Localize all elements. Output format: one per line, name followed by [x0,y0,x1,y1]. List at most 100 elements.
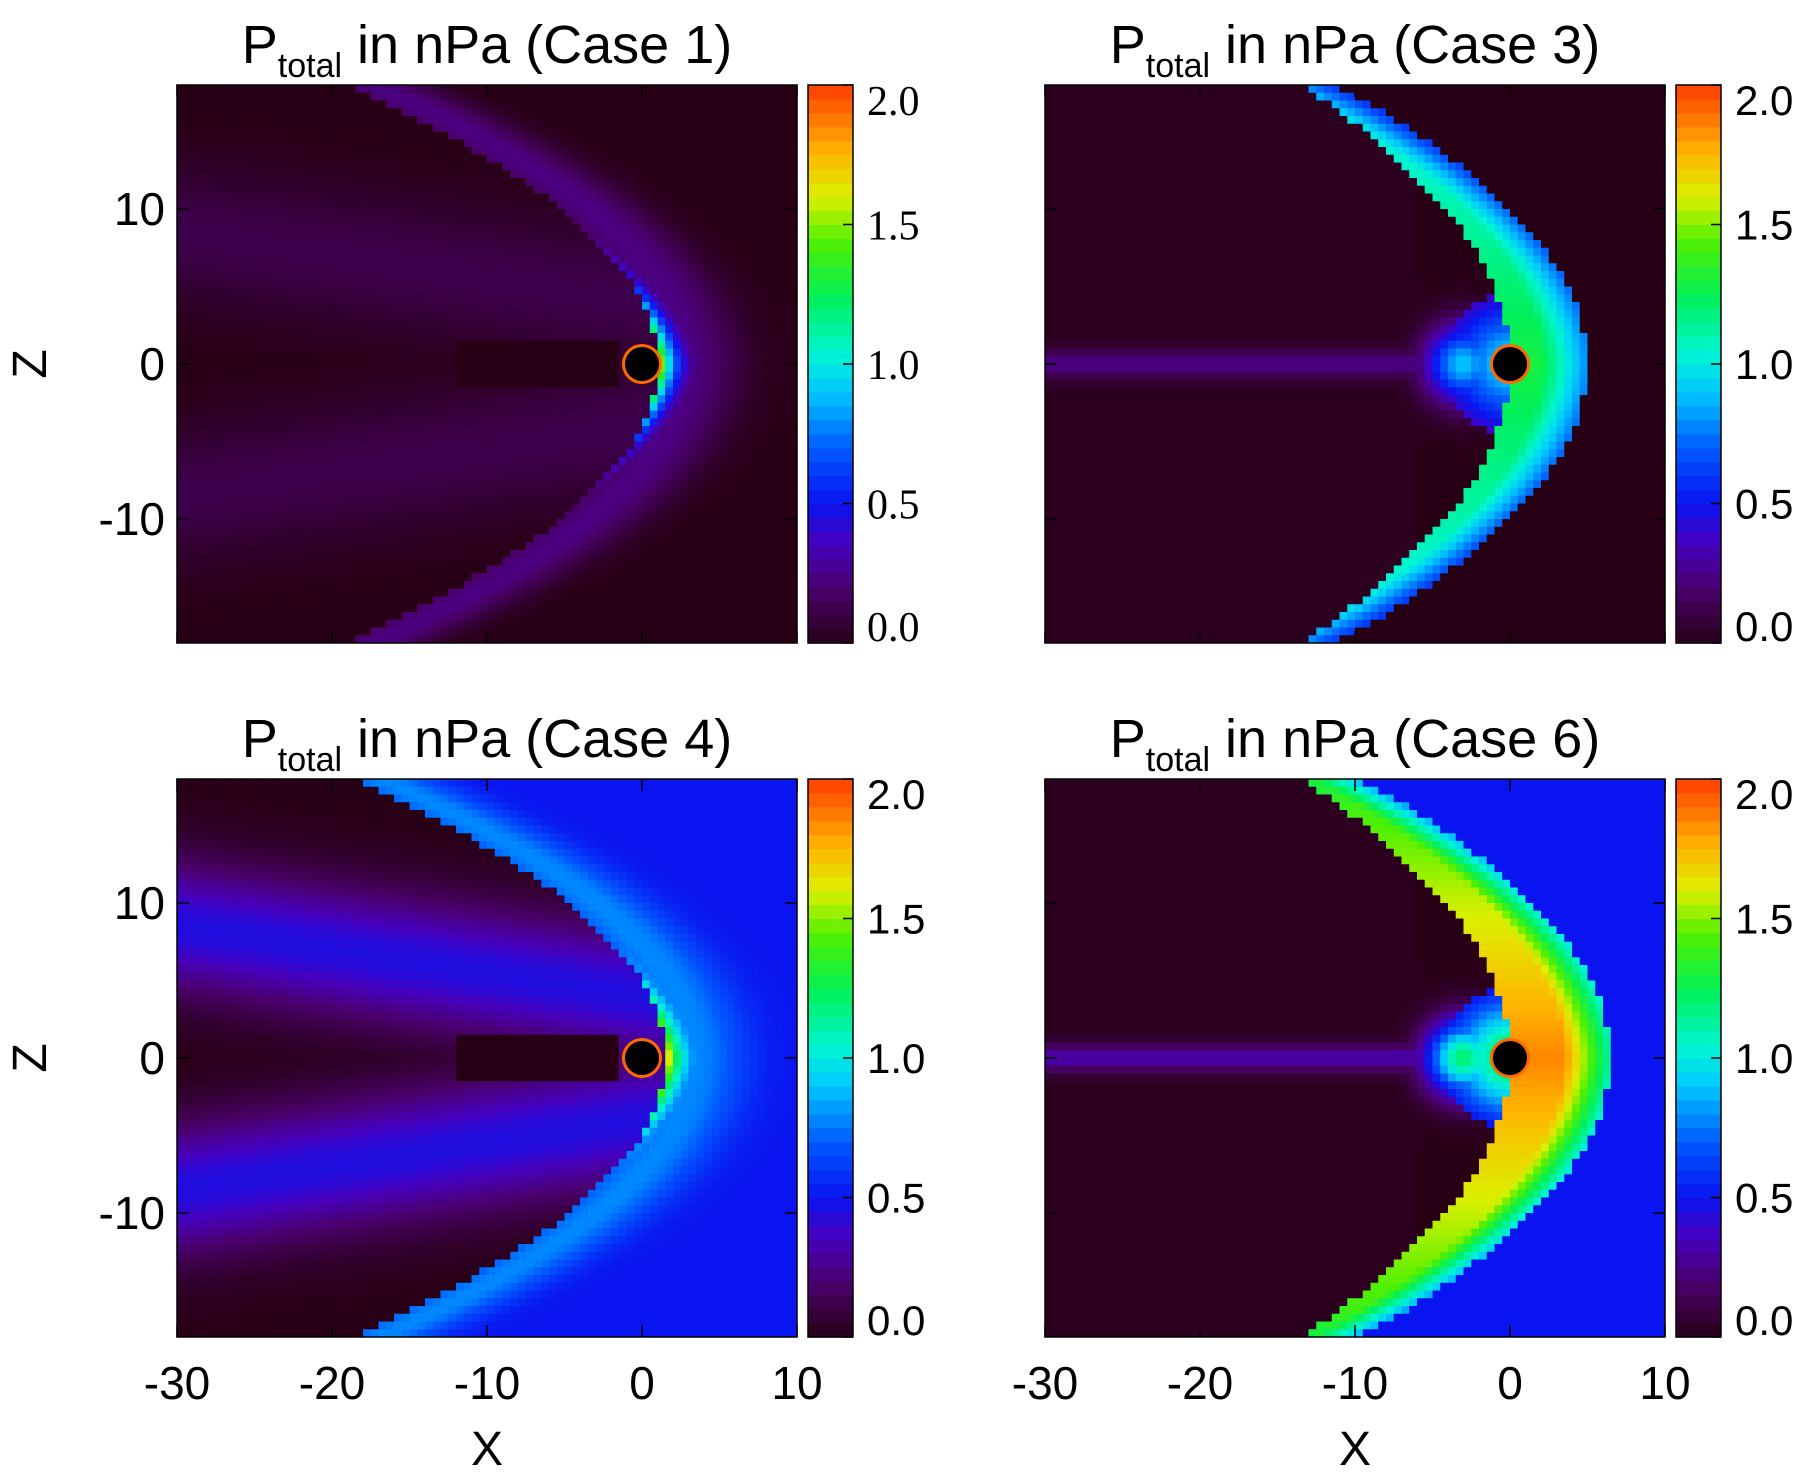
heatmap-cell [262,178,271,187]
heatmap-cell [285,154,294,164]
heatmap-cell [246,402,256,412]
heatmap-cell [680,162,690,171]
heatmap-cell [200,550,209,559]
heatmap-cell [324,387,333,396]
heatmap-cell [215,309,225,319]
heatmap-cell [394,116,403,125]
heatmap-cell [688,209,697,218]
heatmap-cell [673,85,682,94]
heatmap-cell [580,294,589,303]
heatmap-cell [246,286,256,295]
heatmap-cell [665,162,674,171]
heatmap-cell [572,379,581,388]
heatmap-cell [177,116,186,125]
heatmap-cell [518,441,527,450]
heatmap-cell [339,216,349,226]
heatmap-cell [409,302,418,311]
heatmap-cell [642,178,651,187]
heatmap-cell [425,232,434,241]
heatmap-cell [440,627,449,636]
heatmap-cell [425,557,434,567]
heatmap-cell [208,139,217,148]
heatmap-cell [680,240,690,249]
heatmap-cell [223,356,232,365]
heatmap-cell [634,557,643,567]
heatmap-cell [394,240,403,249]
heatmap-cell [471,371,480,381]
heatmap-cell [355,340,364,350]
heatmap-cell [378,333,387,342]
heatmap-cell [339,619,349,629]
heatmap-cell [564,108,573,117]
heatmap-cell [239,302,248,311]
heatmap-cell [246,464,256,474]
heatmap-cell [471,100,480,109]
heatmap-cell [432,542,442,551]
heatmap-cell [448,108,457,117]
heatmap-cell [611,356,620,365]
heatmap-cell [363,565,372,574]
heatmap-cell [595,278,604,288]
heatmap-cell [680,387,690,396]
heatmap-cell [378,116,387,125]
heatmap-cell [432,534,442,543]
heatmap-cell [510,162,519,171]
heatmap-cell [665,410,674,419]
heatmap-cell [363,100,372,109]
heatmap-cell [440,286,449,295]
heatmap-cell [293,247,302,257]
heatmap-cell [401,317,411,326]
heatmap-cell [208,596,217,605]
heatmap-cell [324,92,333,102]
heatmap-cell [184,441,194,450]
heatmap-cell [448,387,457,396]
heatmap-cell [308,495,318,505]
heatmap-cell [324,123,333,133]
heatmap-cell [541,619,550,629]
heatmap-cell [541,154,550,164]
heatmap-cell [246,635,256,643]
heatmap-cell [394,433,403,443]
heatmap-cell [580,240,589,249]
heatmap-cell [611,139,620,148]
heatmap-cell [208,154,217,164]
heatmap-cell [293,464,302,474]
heatmap-cell [378,216,387,226]
heatmap-cell [432,162,442,171]
heatmap-cell [479,581,488,590]
heatmap-cell [564,364,573,373]
heatmap-cell [525,557,535,567]
heatmap-cell [254,317,263,326]
heatmap-cell [494,147,504,156]
heatmap-cell [215,286,225,295]
heatmap-cell [587,604,597,613]
heatmap-cell [657,240,666,249]
heatmap-cell [665,480,674,489]
heatmap-cell [208,488,217,497]
heatmap-cell [541,371,550,381]
heatmap-cell [363,108,372,117]
heatmap-cell [386,185,395,195]
heatmap-cell [316,364,325,373]
heatmap-cell [618,604,628,613]
heatmap-cell [332,139,341,148]
heatmap-cell [355,209,364,218]
heatmap-cell [355,147,364,156]
heatmap-cell [494,123,504,133]
heatmap-cell [471,162,480,171]
heatmap-cell [254,371,263,381]
heatmap-cell [215,201,225,210]
heatmap-cell [642,92,651,102]
heatmap-cell [239,325,248,334]
heatmap-cell [277,232,287,241]
heatmap-cell [711,294,721,303]
heatmap-cell [494,402,504,412]
heatmap-cell [215,364,225,373]
heatmap-cell [649,100,659,109]
heatmap-cell [494,511,504,520]
heatmap-cell [448,588,457,598]
heatmap-cell [262,302,271,311]
heatmap-cell [347,317,356,326]
heatmap-cell [541,588,550,598]
heatmap-cell [657,635,666,643]
